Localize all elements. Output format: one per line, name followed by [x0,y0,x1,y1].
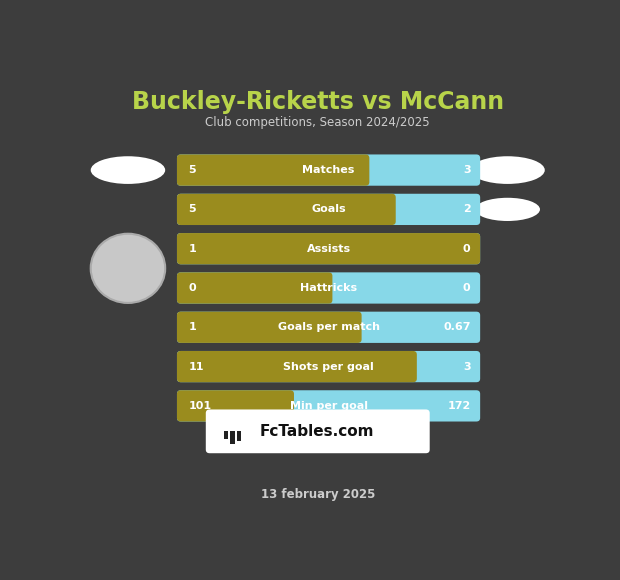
Text: 101: 101 [188,401,211,411]
Text: Goals: Goals [311,204,346,215]
FancyBboxPatch shape [206,409,430,453]
Text: 0: 0 [463,244,471,253]
FancyBboxPatch shape [177,233,480,264]
FancyBboxPatch shape [177,311,361,343]
Text: Min per goal: Min per goal [290,401,368,411]
FancyBboxPatch shape [177,154,480,186]
Text: Shots per goal: Shots per goal [283,361,374,372]
Ellipse shape [91,234,165,303]
Text: 13 february 2025: 13 february 2025 [260,488,375,501]
Text: 172: 172 [447,401,471,411]
FancyBboxPatch shape [177,154,370,186]
Text: Assists: Assists [306,244,351,253]
Text: Buckley-Ricketts vs McCann: Buckley-Ricketts vs McCann [131,90,504,114]
FancyBboxPatch shape [224,432,228,440]
FancyBboxPatch shape [177,233,480,264]
FancyBboxPatch shape [177,273,332,303]
Text: 2: 2 [463,204,471,215]
Text: 3: 3 [463,361,471,372]
Ellipse shape [91,156,165,184]
FancyBboxPatch shape [177,273,480,303]
Text: Goals per match: Goals per match [278,322,379,332]
Text: FcTables.com: FcTables.com [260,424,374,439]
FancyBboxPatch shape [177,351,417,382]
Ellipse shape [471,156,545,184]
FancyBboxPatch shape [237,432,241,441]
Text: 0: 0 [463,283,471,293]
Text: 5: 5 [188,165,196,175]
Text: 5: 5 [188,204,196,215]
Text: 0.67: 0.67 [443,322,471,332]
Text: 11: 11 [188,361,204,372]
FancyBboxPatch shape [230,432,234,444]
Text: Matches: Matches [303,165,355,175]
Text: Hattricks: Hattricks [300,283,357,293]
Text: 0: 0 [188,283,196,293]
Text: Club competitions, Season 2024/2025: Club competitions, Season 2024/2025 [205,117,430,129]
FancyBboxPatch shape [177,351,480,382]
FancyBboxPatch shape [177,311,480,343]
Text: 3: 3 [463,165,471,175]
FancyBboxPatch shape [177,194,480,225]
Ellipse shape [475,198,540,221]
FancyBboxPatch shape [177,390,480,422]
Text: 1: 1 [188,244,197,253]
FancyBboxPatch shape [177,390,294,422]
FancyBboxPatch shape [177,194,396,225]
Text: 1: 1 [188,322,197,332]
